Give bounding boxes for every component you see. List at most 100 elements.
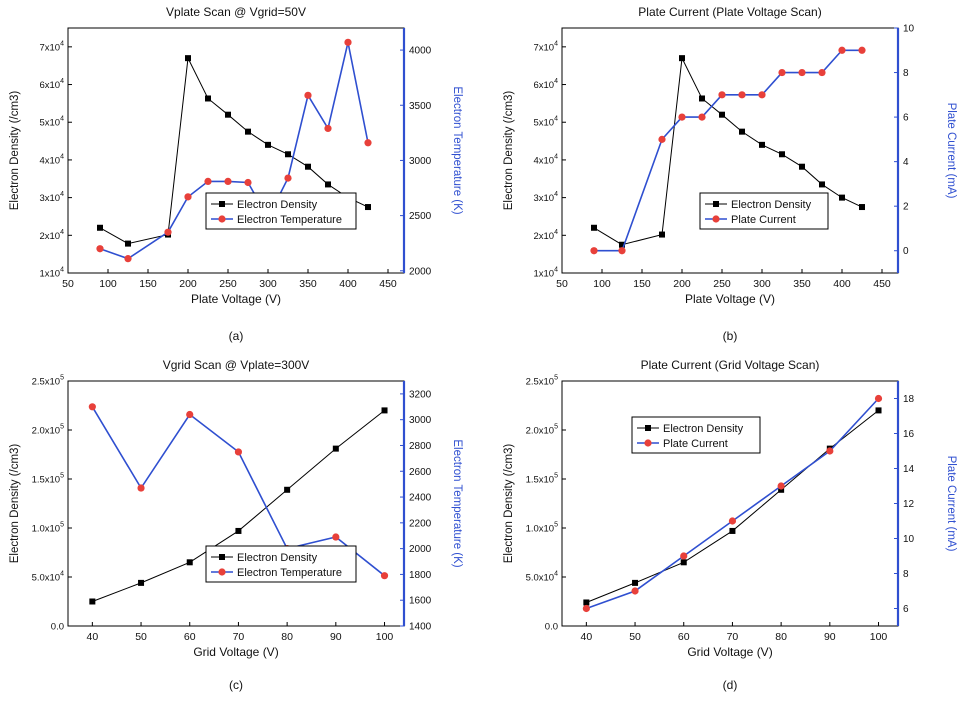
y-tick-label: 1.5x105 bbox=[32, 473, 65, 486]
legend: Electron Density Plate Current bbox=[699, 192, 829, 230]
y2-tick-label: 4000 bbox=[409, 46, 432, 57]
chart-title: Plate Current (Grid Voltage Scan) bbox=[641, 358, 820, 372]
y2-axis-label: Electron Temperature (K) bbox=[451, 86, 463, 214]
plot-frame bbox=[67, 27, 405, 274]
plot-frame bbox=[67, 380, 405, 627]
data-point-circle bbox=[618, 247, 626, 255]
data-point-circle bbox=[798, 68, 806, 77]
data-point-circle bbox=[818, 68, 826, 77]
data-point-circle bbox=[332, 533, 340, 541]
legend: Electron Density Plate Current bbox=[631, 416, 761, 454]
y-tick-label: 2.0x105 bbox=[32, 424, 65, 437]
data-point-circle bbox=[380, 572, 389, 580]
y2-tick-label: 4 bbox=[903, 157, 909, 168]
data-point-circle bbox=[137, 484, 145, 492]
y2-tick-label: 6 bbox=[903, 113, 909, 124]
x-tick-label: 100 bbox=[99, 278, 117, 290]
data-point-circle bbox=[186, 410, 194, 419]
legend-box bbox=[631, 416, 761, 454]
chart-title: Vgrid Scan @ Vplate=300V bbox=[163, 358, 310, 372]
data-point-square bbox=[619, 241, 625, 248]
y-tick-label: 6x104 bbox=[533, 78, 558, 91]
legend-label: Electron Density bbox=[663, 423, 744, 435]
y2-tick-label: 3000 bbox=[409, 415, 432, 426]
legend-box bbox=[699, 192, 829, 230]
data-point-circle bbox=[244, 178, 252, 187]
data-point-circle bbox=[204, 177, 212, 186]
y-axis-label: Electron Density (/cm3) bbox=[9, 91, 21, 211]
legend-label: Electron Density bbox=[237, 199, 318, 211]
y2-tick-label: 8 bbox=[903, 569, 909, 580]
x-tick-label: 80 bbox=[281, 631, 293, 643]
chart-panel-1: Vplate Scan @ Vgrid=50V 50 100 150 200 250 300… bbox=[9, 5, 463, 343]
data-point-square bbox=[875, 407, 882, 414]
y2-tick-label: 2000 bbox=[409, 544, 432, 555]
x-axis-label: Plate Voltage (V) bbox=[191, 292, 281, 306]
y-tick-label: 0.0 bbox=[545, 622, 558, 633]
data-point-circle bbox=[738, 91, 746, 99]
y2-tick-label: 3500 bbox=[409, 101, 432, 112]
data-point-square bbox=[699, 95, 705, 102]
data-point-circle bbox=[96, 245, 104, 253]
y2-tick-label: 6 bbox=[903, 604, 909, 615]
y-tick-label: 3x104 bbox=[39, 191, 64, 204]
legend-marker-square bbox=[645, 425, 651, 431]
x-axis-label: Grid Voltage (V) bbox=[687, 645, 772, 659]
chart-title: Vplate Scan @ Vgrid=50V bbox=[166, 5, 306, 19]
data-point-circle bbox=[858, 46, 866, 54]
x-tick-label: 150 bbox=[139, 278, 157, 290]
data-point-square bbox=[365, 204, 371, 211]
data-point-circle bbox=[234, 448, 243, 456]
data-point-square bbox=[680, 559, 687, 566]
x-tick-label: 400 bbox=[339, 278, 357, 290]
panel-caption: (d) bbox=[723, 678, 738, 692]
data-point-square bbox=[245, 128, 251, 135]
x-tick-label: 40 bbox=[87, 631, 99, 643]
y2-tick-label: 1400 bbox=[409, 622, 432, 633]
data-point-square bbox=[759, 141, 765, 148]
data-point-circle bbox=[88, 403, 96, 411]
y-tick-label: 6x104 bbox=[39, 78, 64, 91]
data-point-circle bbox=[826, 447, 834, 455]
chart-panel-2: Plate Current (Plate Voltage Scan)50 100 1… bbox=[503, 5, 957, 343]
data-point-circle bbox=[758, 91, 766, 99]
legend: Electron Density Electron Temperature bbox=[205, 192, 357, 230]
y2-tick-label: 1600 bbox=[409, 596, 432, 607]
y2-axis-label: Plate Current (mA) bbox=[945, 456, 957, 552]
panel-caption: (a) bbox=[229, 329, 244, 343]
data-point-square bbox=[719, 111, 725, 118]
x-tick-label: 50 bbox=[629, 631, 641, 643]
data-point-square bbox=[779, 151, 785, 158]
y2-tick-label: 10 bbox=[903, 534, 915, 545]
y2-tick-label: 3200 bbox=[409, 389, 432, 400]
chart-panel-3: Vgrid Scan @ Vplate=300V 40 50 60 70 80 90 100 G… bbox=[9, 358, 463, 692]
data-point-circle bbox=[124, 255, 132, 263]
data-point-circle bbox=[680, 552, 688, 560]
y-tick-label: 5.0x104 bbox=[32, 571, 65, 584]
data-point-circle bbox=[284, 174, 292, 182]
x-tick-label: 300 bbox=[259, 278, 277, 290]
y-tick-label: 7x104 bbox=[533, 40, 558, 53]
y2-tick-label: 2800 bbox=[409, 441, 432, 452]
x-tick-label: 350 bbox=[793, 278, 811, 290]
legend-label: Electron Density bbox=[731, 199, 812, 211]
data-point-square bbox=[583, 599, 590, 606]
legend-marker-circle bbox=[712, 215, 720, 223]
y-tick-label: 1x104 bbox=[533, 267, 558, 280]
data-point-square bbox=[839, 194, 845, 201]
y-tick-label: 1x104 bbox=[39, 267, 64, 280]
x-axis-label: Plate Voltage (V) bbox=[685, 292, 775, 306]
x-tick-label: 400 bbox=[833, 278, 851, 290]
y2-tick-label: 16 bbox=[903, 429, 915, 440]
legend-marker-square bbox=[219, 201, 225, 207]
data-point-square bbox=[591, 224, 597, 231]
legend-box bbox=[205, 545, 357, 583]
x-tick-label: 60 bbox=[184, 631, 196, 643]
data-point-circle bbox=[582, 604, 590, 613]
x-tick-label: 150 bbox=[633, 278, 651, 290]
data-point-circle bbox=[718, 91, 726, 99]
data-point-square bbox=[819, 181, 825, 188]
x-axis-label: Grid Voltage (V) bbox=[193, 645, 278, 659]
y2-tick-label: 3000 bbox=[409, 156, 432, 167]
x-tick-label: 70 bbox=[727, 631, 739, 643]
